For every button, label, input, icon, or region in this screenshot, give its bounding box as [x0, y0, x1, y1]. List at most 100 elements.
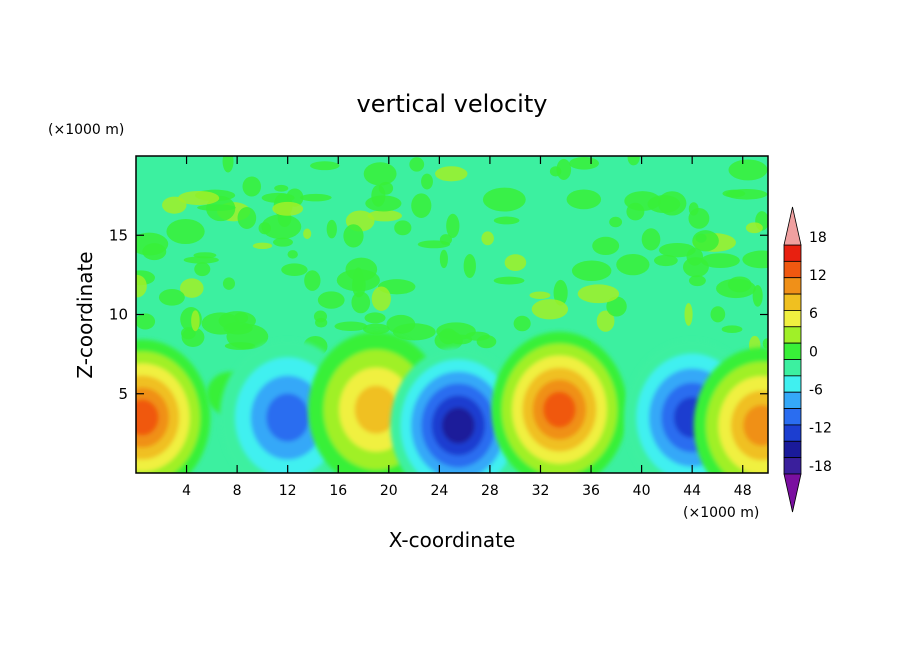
velocity-cell	[491, 331, 628, 473]
upper-patch	[624, 191, 661, 211]
upper-patch	[158, 289, 185, 306]
upper-patch	[566, 189, 602, 210]
upper-patch	[553, 279, 568, 306]
chart-title: vertical velocity	[357, 90, 548, 118]
colorbar-bin	[783, 457, 802, 475]
upper-patch	[261, 214, 302, 240]
upper-patch	[577, 284, 620, 304]
upper-patch	[692, 230, 719, 252]
contour-level	[136, 399, 159, 436]
upper-patch	[688, 207, 710, 229]
x-tick-label: 40	[633, 483, 651, 499]
upper-patch	[218, 311, 256, 331]
colorbar-bin	[783, 424, 802, 442]
x-tick-label: 24	[430, 483, 448, 499]
upper-patch	[367, 210, 402, 222]
x-tick-label: 32	[532, 483, 550, 499]
upper-patch	[222, 156, 234, 173]
upper-patch	[592, 236, 620, 256]
upper-patch	[742, 250, 768, 269]
upper-patch	[274, 184, 289, 192]
upper-patch	[177, 190, 220, 206]
x-tick-label: 20	[380, 483, 398, 499]
upper-patch	[556, 158, 572, 180]
colorbar-tick-label: -12	[809, 421, 832, 437]
upper-patch	[616, 253, 650, 276]
upper-patch	[721, 325, 743, 334]
x-tick-label: 12	[279, 483, 297, 499]
x-tick-label: 4	[182, 483, 191, 499]
upper-patch	[482, 187, 526, 212]
upper-patch	[411, 193, 432, 218]
colorbar-tick-label: 0	[809, 344, 818, 360]
upper-patch	[762, 338, 768, 349]
upper-patch	[394, 220, 412, 236]
upper-patch	[281, 263, 308, 277]
upper-patch	[446, 213, 460, 238]
colorbar-bin	[783, 342, 802, 360]
upper-patch	[136, 313, 156, 330]
plot-area	[135, 155, 769, 474]
upper-patch	[237, 207, 257, 229]
contour-level	[266, 393, 310, 442]
contour-level	[543, 391, 576, 428]
colorbar-bin	[783, 244, 802, 262]
upper-patch	[273, 237, 293, 247]
x-axis-ticks: 4 8 12 16 20 24 28 32 36 40 44 48	[182, 156, 752, 499]
upper-patch	[439, 249, 448, 269]
upper-patch	[136, 274, 147, 298]
upper-patch	[371, 286, 391, 311]
upper-patch	[417, 240, 451, 249]
x-unit-label: (×1000 m)	[683, 505, 759, 521]
velocity-cell	[136, 339, 211, 473]
x-tick-label: 8	[233, 483, 242, 499]
upper-patch	[303, 228, 312, 240]
upper-patch	[641, 228, 661, 251]
upper-patch	[493, 216, 520, 225]
colorbar-bin	[783, 440, 802, 459]
upper-patch	[142, 243, 167, 261]
upper-patch	[326, 219, 337, 239]
colorbar-bin	[783, 277, 802, 295]
x-tick-label: 44	[683, 483, 701, 499]
velocity-cell	[693, 347, 768, 473]
upper-patch	[386, 314, 416, 334]
upper-patch	[180, 278, 204, 298]
upper-patch	[409, 157, 425, 172]
x-tick-label: 48	[734, 483, 752, 499]
upper-patch	[700, 253, 740, 269]
upper-patch	[343, 224, 364, 248]
colorbar-tick-label: 18	[809, 230, 827, 246]
upper-patch	[371, 184, 386, 207]
upper-patch	[272, 201, 304, 216]
upper-patch	[313, 310, 328, 323]
upper-patch	[299, 193, 332, 202]
upper-patch	[716, 278, 756, 299]
colorbar-bin	[783, 391, 802, 409]
upper-patch	[194, 262, 211, 277]
x-tick-label: 16	[329, 483, 347, 499]
colorbar-bin	[783, 408, 802, 426]
colorbar-bin	[783, 326, 802, 344]
contour-level	[743, 405, 768, 446]
upper-patch	[345, 257, 378, 282]
y-tick-label: 15	[109, 226, 128, 244]
upper-patch	[191, 310, 200, 332]
colorbar-bin	[783, 260, 802, 279]
colorbar-min-triangle	[783, 473, 802, 513]
velocity-cell	[390, 347, 527, 473]
upper-patch	[465, 331, 490, 341]
colorbar-max-triangle	[783, 206, 802, 246]
upper-patch	[463, 254, 476, 279]
upper-patch	[493, 276, 525, 285]
y-tick-label: 5	[118, 385, 128, 403]
colorbar-bin	[783, 359, 802, 377]
upper-patch	[183, 256, 219, 264]
upper-patch	[653, 254, 678, 267]
upper-patch	[435, 166, 468, 182]
upper-patch	[606, 296, 627, 317]
colorbar-tick-label: 6	[809, 306, 818, 322]
upper-patch	[569, 156, 600, 170]
upper-patch	[513, 315, 531, 332]
upper-patch	[364, 312, 386, 324]
